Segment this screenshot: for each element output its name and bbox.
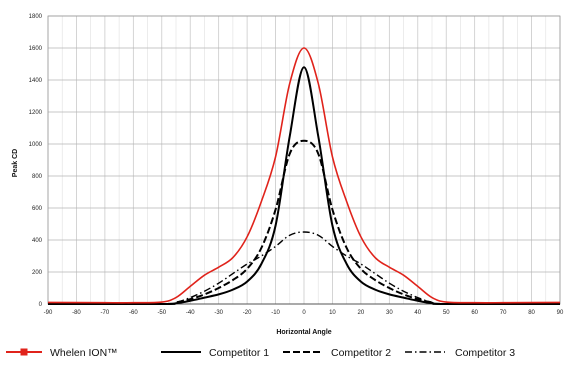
legend-label-competitor-2: Competitor 2 — [331, 347, 391, 359]
x-axis-title: Horizontal Angle — [276, 329, 331, 336]
legend-label-competitor-3: Competitor 3 — [455, 347, 515, 359]
x-tick-label: 50 — [443, 310, 450, 316]
x-tick-label: -60 — [129, 310, 138, 316]
x-tick-label: -10 — [271, 310, 280, 316]
series-line-whelen-ion — [47, 47, 561, 304]
x-tick-label: -80 — [72, 310, 81, 316]
legend-label-whelen-ion: Whelen ION™ — [50, 347, 118, 359]
x-tick-label: 30 — [386, 310, 393, 316]
x-tick-label: 90 — [557, 310, 564, 316]
x-tick-label: -20 — [243, 310, 252, 316]
y-tick-label: 1000 — [29, 142, 43, 148]
x-tick-label: 40 — [414, 310, 421, 316]
y-tick-label: 600 — [32, 206, 43, 212]
y-tick-label: 1200 — [29, 110, 43, 116]
x-tick-label: 0 — [302, 310, 306, 316]
x-tick-label: 80 — [528, 310, 535, 316]
y-tick-label: 400 — [32, 238, 43, 244]
series-line-competitor-1 — [47, 66, 560, 306]
x-tick-label: -70 — [101, 310, 110, 316]
tick-labels: -90 -80 -70 -60 -50 -40 -30 -20 -10 0 10 20 30 40 50 60… — [29, 14, 564, 316]
y-tick-label: 1800 — [29, 14, 43, 20]
x-tick-label: -40 — [186, 310, 195, 316]
x-tick-label: -50 — [157, 310, 166, 316]
legend-label-competitor-1: Competitor 1 — [209, 347, 269, 359]
x-tick-label: 70 — [500, 310, 507, 316]
legend: Whelen ION™ Competitor 1 Competitor 2 Compe… — [6, 347, 515, 359]
legend-marker-whelen-ion — [20, 348, 28, 356]
x-tick-label: -30 — [214, 310, 223, 316]
y-tick-label: 800 — [32, 174, 43, 180]
grid — [47, 15, 561, 305]
y-tick-label: 200 — [32, 270, 43, 276]
y-axis-title: Peak CD — [12, 149, 19, 177]
x-tick-label: 10 — [329, 310, 336, 316]
x-tick-label: 20 — [358, 310, 365, 316]
y-tick-label: 1400 — [29, 78, 43, 84]
x-tick-label: -90 — [44, 310, 53, 316]
y-tick-label: 0 — [39, 302, 43, 308]
series-line-competitor-2 — [47, 139, 560, 306]
y-tick-label: 1600 — [29, 46, 43, 52]
series-lines — [47, 47, 561, 306]
x-tick-label: 60 — [471, 310, 478, 316]
series-line-competitor-3 — [47, 231, 560, 305]
